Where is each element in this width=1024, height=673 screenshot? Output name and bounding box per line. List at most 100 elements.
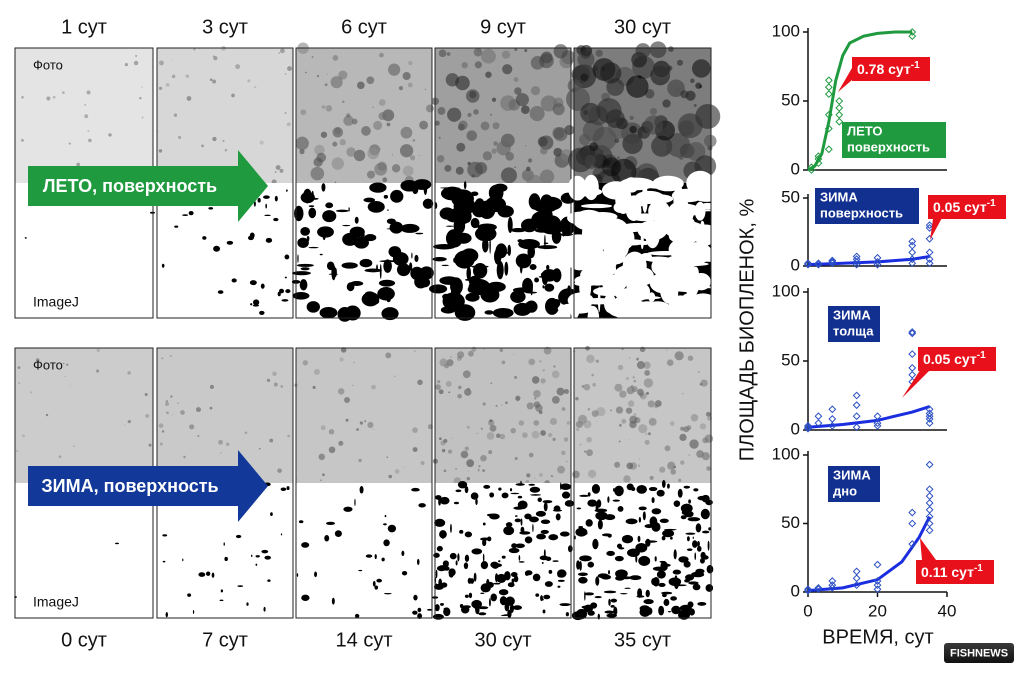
- binary-blob: [587, 499, 598, 507]
- binary-blob: [535, 593, 540, 597]
- binary-blob: [223, 542, 225, 546]
- photo-speck: [706, 466, 711, 471]
- binary-blob: [457, 553, 460, 562]
- data-point: [908, 350, 917, 359]
- annotation-text: 0.78 сут: [857, 61, 911, 77]
- annotation-box: [852, 57, 930, 81]
- binary-blob: [454, 304, 476, 321]
- binary-blob: [480, 592, 485, 594]
- data-point: [835, 97, 844, 105]
- photo-speck: [367, 421, 374, 429]
- photo-speck: [632, 376, 635, 379]
- binary-blob: [598, 251, 626, 265]
- binary-blob: [635, 543, 648, 553]
- binary-blob: [507, 216, 513, 234]
- photo-speck: [501, 360, 506, 365]
- photo-speck: [87, 129, 90, 132]
- data-point: [873, 253, 882, 262]
- photo-speck: [674, 351, 684, 361]
- binary-blob: [658, 605, 665, 616]
- photo-speck: [486, 432, 495, 440]
- binary-image: [296, 483, 432, 618]
- binary-blob: [464, 594, 469, 598]
- series-label: толща: [833, 323, 874, 338]
- binary-blob: [514, 518, 522, 523]
- binary-blob: [695, 572, 703, 575]
- photo-speck: [533, 401, 541, 408]
- binary-blob: [432, 257, 447, 262]
- photo-speck: [225, 442, 230, 447]
- binary-blob: [415, 232, 424, 235]
- photo-speck: [524, 49, 528, 52]
- data-point: [804, 586, 812, 595]
- series-label: ЗИМА: [820, 189, 858, 204]
- binary-blob: [396, 263, 411, 277]
- photo-speck: [320, 425, 326, 431]
- binary-blob: [464, 486, 469, 494]
- binary-blob: [557, 585, 561, 588]
- photo-speck: [144, 392, 148, 396]
- binary-blob: [213, 245, 221, 252]
- data-point: [925, 248, 934, 257]
- binary-blob: [343, 506, 353, 512]
- photo-speck: [553, 44, 568, 59]
- photo-speck: [73, 445, 75, 448]
- photo-speck: [489, 424, 497, 432]
- binary-blob: [273, 217, 279, 222]
- photo-speck: [619, 390, 627, 398]
- binary-blob: [557, 303, 595, 314]
- photo-speck: [689, 439, 699, 449]
- photo-speck: [488, 450, 493, 455]
- binary-blob: [522, 277, 533, 294]
- binary-blob: [619, 239, 645, 246]
- binary-blob: [648, 486, 658, 492]
- photo-speck: [550, 475, 554, 478]
- photo-speck: [467, 470, 469, 472]
- photo-speck: [466, 459, 475, 468]
- photo-speck: [359, 421, 364, 425]
- photo-speck: [626, 462, 634, 470]
- binary-blob: [544, 283, 555, 292]
- binary-blob: [651, 497, 655, 504]
- binary-blob: [202, 236, 207, 240]
- binary-blob: [301, 594, 310, 601]
- binary-blob: [520, 480, 522, 486]
- photo-speck: [328, 429, 335, 435]
- photo-speck: [197, 435, 200, 438]
- binary-blob: [494, 248, 502, 265]
- binary-blob: [532, 573, 541, 582]
- photo-speck: [189, 424, 195, 430]
- photo-speck: [448, 391, 451, 394]
- binary-blob: [639, 607, 651, 617]
- photo-speck: [467, 387, 470, 391]
- photo-speck: [235, 64, 241, 70]
- photo-speck: [513, 354, 515, 356]
- binary-blob: [595, 511, 608, 521]
- y-tick-label: 50: [781, 90, 800, 109]
- photo-speck: [539, 53, 554, 69]
- photo-speck: [180, 410, 185, 415]
- photo-speck: [324, 83, 328, 87]
- binary-blob: [257, 197, 261, 203]
- photo-speck: [637, 464, 641, 467]
- binary-blob: [280, 487, 287, 491]
- photo-speck: [443, 438, 448, 444]
- binary-blob: [448, 568, 456, 577]
- photo-speck: [538, 472, 543, 477]
- photo-speck: [585, 154, 596, 166]
- photo-speck: [444, 164, 452, 172]
- photo-speck: [330, 76, 343, 89]
- binary-blob: [545, 210, 548, 223]
- binary-blob: [553, 505, 561, 512]
- photo-speck: [448, 449, 453, 454]
- data-point: [814, 585, 823, 594]
- photo-speck: [549, 417, 558, 425]
- arrow-label: ЗИМА, поверхность: [41, 476, 218, 496]
- binary-blob: [643, 599, 654, 605]
- binary-blob: [463, 562, 469, 570]
- binary-blob: [453, 197, 476, 215]
- photo-speck: [45, 413, 49, 417]
- imagej-label: ImageJ: [33, 594, 79, 610]
- column-header: 0 сут: [61, 629, 107, 651]
- binary-blob: [264, 214, 271, 217]
